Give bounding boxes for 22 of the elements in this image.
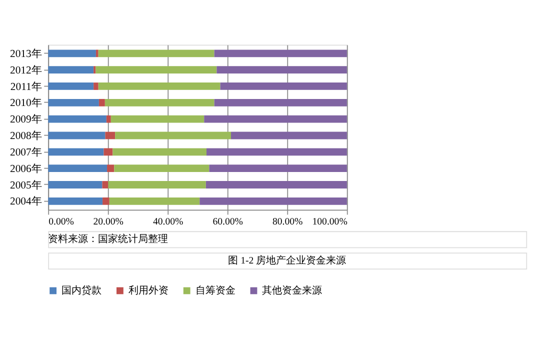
legend-label: 其他资金来源 [262, 284, 322, 296]
legend-label: 利用外资 [128, 284, 168, 296]
y-tick-label: 2013年 [10, 48, 42, 60]
x-tick-label: 0.00% [48, 216, 74, 228]
y-tick-label: 2011年 [10, 80, 42, 93]
x-tick-label: 60.00% [212, 216, 243, 228]
x-tick-label: 20.00% [93, 216, 124, 228]
y-tick-label: 2008年 [10, 130, 42, 142]
text: 资料来源：国家统计局整理 [48, 232, 168, 245]
y-tick-label: 2004年 [10, 196, 42, 208]
x-tick-label: 80.00% [272, 216, 303, 228]
y-tick-label: 2012年 [10, 64, 42, 76]
y-tick-label: 2007年 [10, 146, 42, 158]
y-tick-label: 2010年 [10, 97, 42, 110]
caption: 图 1-2 房地产企业资金来源 [228, 254, 346, 266]
legend-label: 国内贷款 [62, 284, 102, 296]
legend-label: 自筹资金 [195, 284, 236, 296]
y-tick-label: 2005年 [10, 179, 42, 192]
y-tick-label: 2009年 [10, 114, 42, 126]
x-tick-label: 100.00% [312, 216, 348, 228]
x-tick-label: 40.00% [153, 216, 184, 228]
y-tick-label: 2006年 [10, 162, 42, 175]
